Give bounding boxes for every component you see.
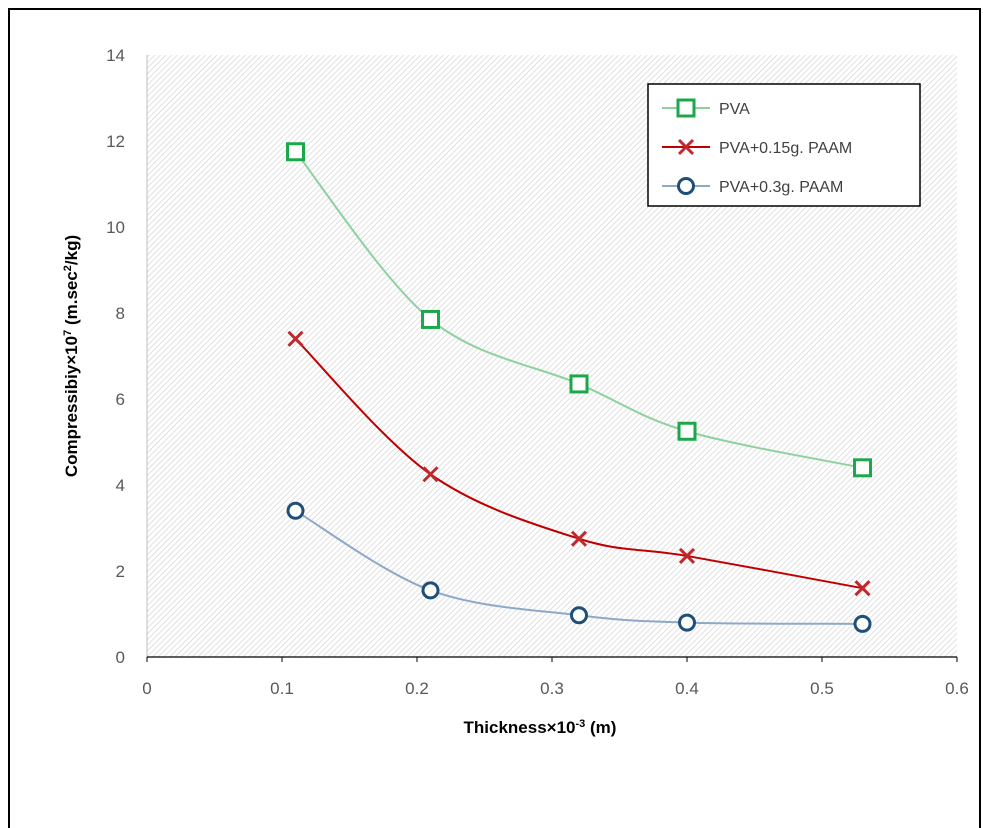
series-layer [286,142,872,633]
data-point [287,330,304,347]
y-tick-label: 4 [116,476,125,495]
figure-frame [8,8,981,828]
y-tick-label: 0 [116,648,125,667]
data-point [570,606,588,625]
legend-item: PVA+0.3g. PAAM [662,177,843,196]
x-tick-label: 0.3 [540,679,564,698]
data-point [569,374,589,394]
y-tick-label: 14 [106,46,125,65]
legend-label: PVA [719,101,750,118]
series-3 [286,501,872,633]
y-tick-label: 2 [116,562,125,581]
y-tick-label: 8 [116,304,125,323]
legend: PVA PVA+0.15g. PAAM PVA+0.3g. PAAM [647,83,921,207]
data-point [678,613,696,632]
x-tick-label: 0.4 [675,679,699,698]
data-point [854,580,871,597]
legend-label: PVA+0.3g. PAAM [719,179,843,196]
series-1 [286,142,872,478]
y-axis-title: Compressibiy×107 (m.sec2/kg) [62,235,81,477]
data-point [421,309,440,329]
x-tick-label: 0.2 [405,679,429,698]
legend-marker [677,138,695,156]
x-tick-label: 0.5 [810,679,834,698]
y-tick-label: 6 [116,390,125,409]
data-point [853,614,872,633]
data-point [422,466,439,483]
x-axis-title: Thickness×10-3 (m) [464,718,617,737]
x-tick-label: 0.1 [270,679,294,698]
data-point [286,501,305,520]
data-point [570,530,588,547]
legend-marker [677,177,695,195]
x-tick-label: 0 [142,679,151,698]
data-point [286,142,305,162]
x-tick-label: 0.6 [945,679,969,698]
data-point [421,581,440,600]
data-point [677,421,697,441]
legend-item: PVA [662,98,750,118]
legend-label: PVA+0.15g. PAAM [719,140,852,157]
data-point [853,458,872,478]
axes: 0 0.1 0.2 0.3 0.4 0.5 0.6 0 2 4 6 8 10 12 14 [106,46,969,698]
legend-marker [676,98,696,118]
y-tick-label: 12 [106,132,125,151]
legend-item: PVA+0.15g. PAAM [662,138,852,157]
y-tick-label: 10 [106,218,125,237]
series-2 [287,330,871,597]
data-point [678,547,696,565]
